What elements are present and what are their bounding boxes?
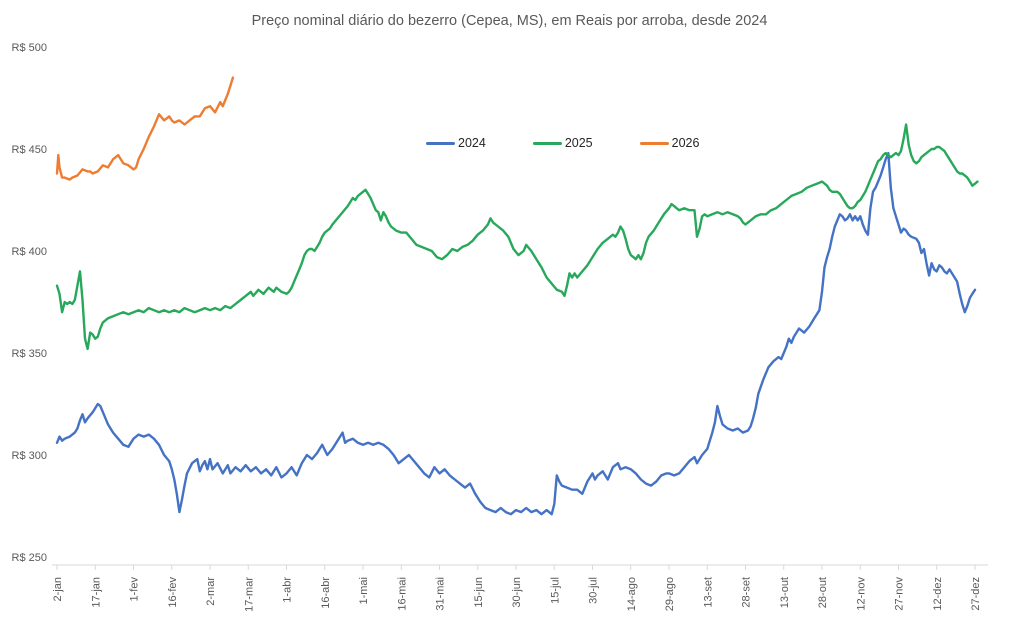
y-tick-label: R$ 250: [12, 552, 47, 564]
series-line-2026: [55, 76, 235, 181]
x-tick-label: 16-abr: [320, 577, 332, 609]
x-tick-label: 15-jul: [549, 577, 561, 604]
legend-swatch-2026: [639, 141, 669, 145]
y-tick-label: R$ 400: [12, 246, 47, 258]
y-tick-label: R$ 450: [12, 144, 47, 156]
legend-label-2024: 2024: [458, 136, 486, 150]
legend-item-2024: 2024: [426, 136, 486, 150]
y-tick-label: R$ 350: [12, 348, 47, 360]
x-tick-label: 1-fev: [129, 577, 141, 602]
x-tick-label: 2-mar: [205, 577, 217, 606]
legend: 2024 2025 2026: [426, 136, 699, 150]
x-tick-label: 31-mai: [435, 577, 447, 611]
legend-swatch-2025: [532, 141, 562, 145]
x-tick-label: 28-set: [741, 577, 753, 608]
x-tick-label: 28-out: [817, 577, 829, 608]
legend-item-2026: 2026: [639, 136, 700, 150]
series-line-2025: [55, 123, 979, 351]
x-tick-label: 12-dez: [932, 577, 944, 611]
x-tick-label: 16-fev: [167, 577, 179, 608]
x-tick-label: 12-nov: [855, 577, 867, 611]
x-tick-label: 27-nov: [894, 577, 906, 611]
x-tick-label: 2-jan: [52, 577, 64, 601]
x-tick-label: 30-jul: [588, 577, 600, 604]
x-tick-label: 13-set: [702, 577, 714, 608]
x-tick-label: 16-mai: [396, 577, 408, 611]
x-tick-label: 13-out: [779, 577, 791, 608]
x-tick-label: 29-ago: [664, 577, 676, 611]
x-tick-label: 17-mar: [243, 577, 255, 612]
y-tick-label: R$ 300: [12, 450, 47, 462]
legend-swatch-2024: [426, 141, 455, 145]
x-tick-label: 17-jan: [90, 577, 102, 608]
x-tick-label: 14-ago: [626, 577, 638, 611]
chart-title: Preço nominal diário do bezerro (Cepea, …: [251, 13, 768, 29]
y-tick-label: R$ 500: [12, 42, 47, 54]
x-tick-label: 1-mai: [358, 577, 370, 605]
legend-label-2025: 2025: [564, 136, 593, 150]
x-tick-label: 30-jun: [511, 577, 523, 608]
x-tick-label: 27-dez: [970, 577, 982, 611]
series-line-2024: [55, 151, 977, 516]
legend-label-2026: 2026: [671, 136, 700, 150]
x-tick-label: 15-jun: [473, 577, 485, 608]
x-tick-label: 1-abr: [282, 577, 294, 603]
legend-item-2025: 2025: [532, 136, 593, 150]
